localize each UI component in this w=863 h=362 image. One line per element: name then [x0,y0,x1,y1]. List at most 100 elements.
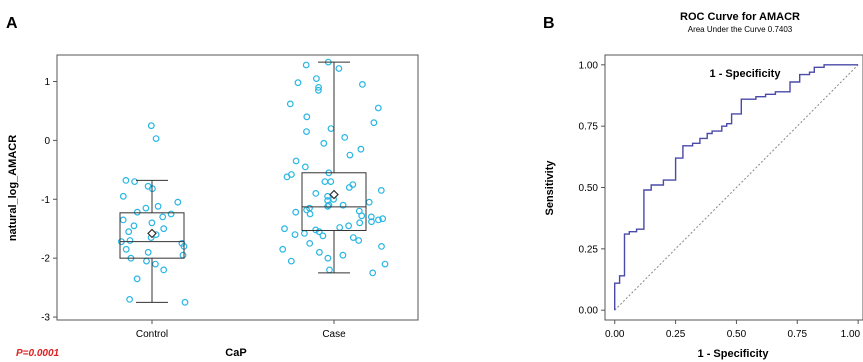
data-point [167,210,175,218]
data-point [160,266,168,274]
panel-a-points [117,58,389,306]
data-point [316,248,323,256]
box-control [119,179,185,303]
data-point [327,125,335,133]
data-point [375,216,382,224]
data-point [315,228,323,236]
box-case [301,61,367,274]
data-point [367,213,375,221]
y-tick-label: 0.75 [579,122,599,133]
data-point [346,151,354,159]
data-point [119,216,127,224]
data-point [319,232,327,240]
panel-b-label: B [543,15,555,32]
data-point [320,139,328,147]
data-point [379,215,387,223]
data-point [303,128,310,136]
data-point [147,122,155,130]
data-point [327,178,335,186]
data-point [356,219,364,227]
data-point [370,119,378,127]
data-point [315,86,322,94]
x-tick-label: Control [136,329,168,340]
data-point [312,189,320,197]
panel-b-y-axis: 0.00 0.25 0.50 0.75 1.00 [579,60,605,317]
data-point [279,245,287,253]
y-tick-label: -1 [41,195,50,206]
data-point [143,257,150,265]
data-point [144,248,152,256]
data-point [374,104,382,112]
data-point [357,145,365,153]
y-tick-label: 1.00 [579,60,599,71]
roc-title: ROC Curve for AMACR [680,11,800,23]
roc-inner-label: 1 - Specificity [710,68,782,80]
data-point [312,226,320,234]
x-tick-label: 0.75 [788,329,808,340]
x-tick-label: 0.00 [605,329,625,340]
x-tick-label: Case [322,329,346,340]
data-point [368,218,375,226]
panel-a-x-label: CaP [225,347,246,359]
panel-b-x-axis: 0.00 0.25 0.50 0.75 1.00 [605,320,861,340]
data-point [151,260,159,268]
y-tick-label: 1 [44,77,50,88]
data-point [119,192,127,200]
data-point [291,231,299,239]
x-tick-label: 1.00 [841,329,861,340]
data-point [126,237,134,244]
data-point [148,219,156,227]
data-point [339,251,347,259]
panel-a-frame [56,54,419,321]
data-point [154,202,162,210]
data-point [335,65,343,72]
data-point [133,208,141,216]
panel-a-label: A [6,15,18,32]
mean-marker [147,228,157,239]
data-point [345,222,353,230]
data-point [160,225,168,233]
data-point [358,212,366,220]
data-point [315,83,323,91]
roc-reference-diagonal [614,64,859,311]
data-point [324,192,332,200]
data-point [292,208,300,216]
data-point [159,213,167,221]
x-tick-label: 0.25 [666,329,686,340]
data-point [306,210,314,218]
y-tick-label: 0 [44,136,50,147]
mean-marker [329,189,339,200]
data-point [286,100,294,108]
panel-b-y-label: Sensitivity [544,160,556,216]
data-point [133,275,141,283]
data-point [345,184,353,191]
data-point [287,257,295,265]
data-point [294,79,302,87]
y-tick-label: -2 [41,254,50,265]
p-value-label: P=0.0001 [16,348,60,359]
data-point [369,269,377,277]
data-point [359,80,366,88]
data-point [325,201,333,209]
data-point [378,242,385,250]
iqr-box [301,172,367,231]
data-point [281,225,288,233]
data-point [292,157,300,165]
data-point [302,61,310,69]
data-point [381,260,389,268]
data-point [125,228,133,236]
data-point [365,198,373,206]
data-point [336,224,344,231]
data-point [349,234,357,242]
data-point [313,75,320,82]
data-point [283,173,291,181]
data-point [142,204,150,212]
roc-subtitle: Area Under the Curve 0.7403 [688,25,793,34]
panel-b-x-label: 1 - Specificity [698,348,770,360]
y-tick-label: 0.00 [579,306,599,317]
data-point [122,245,130,253]
data-point [324,202,332,210]
data-point [179,251,187,259]
panel-b-frame [604,54,863,321]
